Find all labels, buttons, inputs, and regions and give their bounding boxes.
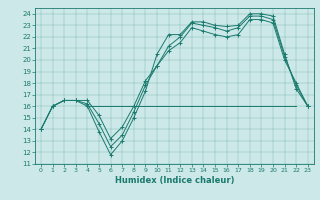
X-axis label: Humidex (Indice chaleur): Humidex (Indice chaleur) (115, 176, 234, 185)
